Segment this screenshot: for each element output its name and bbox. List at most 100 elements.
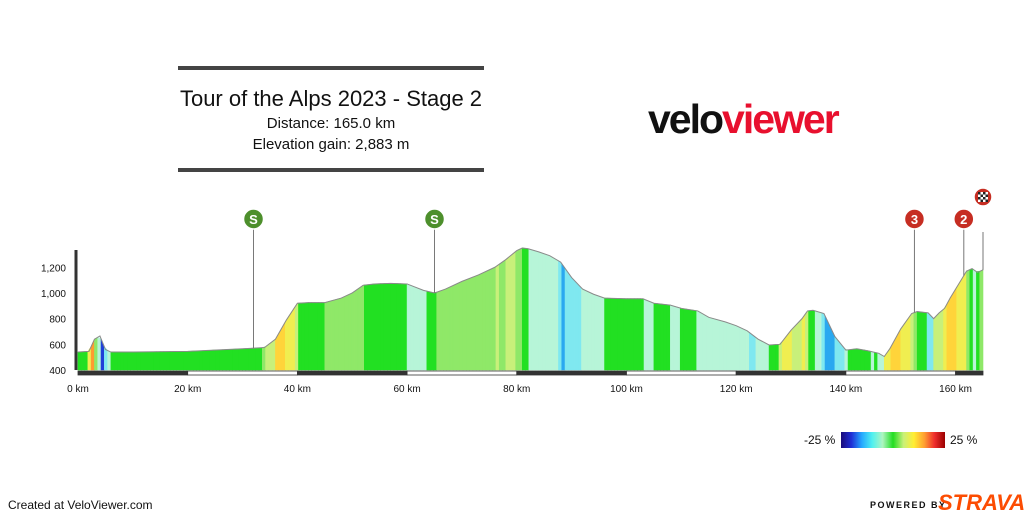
profile-segment (821, 312, 826, 371)
profile-segment (512, 250, 516, 371)
profile-segment (666, 304, 671, 371)
profile-segment (107, 350, 112, 371)
y-tick-label: 800 (49, 315, 66, 326)
profile-segment (828, 322, 832, 371)
profile-segment (755, 336, 760, 371)
profile-segment (538, 251, 543, 371)
profile-segment (156, 351, 161, 371)
profile-segment (150, 351, 154, 371)
profile-segment (202, 350, 207, 371)
profile-segment (387, 283, 391, 371)
profile-segment (110, 351, 115, 371)
profile-segment (452, 283, 457, 371)
gradient-legend: -25 % 25 % (790, 432, 980, 450)
profile-segment (656, 303, 661, 371)
profile-segment (248, 347, 253, 371)
profile-segment (396, 283, 401, 371)
profile-segment (742, 328, 747, 371)
profile-segment (791, 324, 796, 371)
profile-segment (423, 290, 428, 371)
profile-segment (285, 315, 289, 371)
x-tick-label: 140 km (829, 384, 862, 395)
profile-segment (229, 348, 233, 371)
profile-segment (153, 351, 158, 371)
profile-segment (192, 350, 197, 371)
profile-segment (650, 301, 655, 371)
profile-segment (808, 310, 813, 371)
logo-part-velo: velo (648, 96, 724, 142)
climb-marker (953, 208, 975, 230)
profile-segment (818, 311, 823, 371)
profile-segment (196, 350, 201, 371)
finish-flag-icon (978, 192, 988, 202)
profile-segment (834, 335, 839, 371)
profile-segment (785, 332, 790, 371)
profile-segment (864, 349, 869, 371)
profile-segment (436, 290, 441, 371)
profile-segment (880, 354, 885, 371)
flag-square (985, 192, 988, 195)
profile-segment (245, 348, 250, 371)
profile-segment (380, 283, 385, 371)
profile-segment (926, 312, 931, 371)
profile-segment (930, 314, 934, 371)
profile-segment (581, 287, 586, 371)
profile-segment (416, 287, 421, 371)
profile-segment (469, 276, 474, 371)
profile-segment (166, 351, 171, 371)
profile-segment (976, 271, 981, 371)
profile-segment (439, 289, 444, 371)
profile-segment (403, 283, 408, 371)
profile-segment (600, 296, 605, 371)
sprint-marker-label: S (430, 212, 439, 227)
profile-segment (933, 314, 938, 371)
flag-square (980, 197, 983, 200)
profile-segment (607, 297, 612, 371)
profile-segment (127, 351, 131, 371)
profile-segment (663, 304, 668, 371)
profile-segment (186, 350, 191, 371)
profile-segment (726, 321, 730, 371)
profile-segment (199, 350, 204, 371)
profile-segment (897, 328, 902, 371)
x-axis-band (735, 370, 847, 376)
profile-segment (758, 339, 763, 371)
profile-segment (136, 351, 141, 371)
profile-segment (801, 313, 806, 371)
profile-segment (235, 348, 240, 371)
profile-segment (314, 302, 319, 371)
strava-logo: STRAVA (938, 490, 1024, 515)
profile-segment (123, 351, 128, 371)
profile-segment (446, 286, 451, 371)
profile-segment (647, 300, 651, 371)
profile-segment (577, 283, 582, 371)
climb-marker (903, 208, 926, 230)
elevation-profile-chart: 400 600 800 1,000 1,200 0 km 20 km 40 km 60 km 80… (41, 187, 993, 395)
profile-segment (449, 285, 454, 371)
profile-segment (867, 350, 872, 371)
gradient-color-bar (841, 432, 945, 448)
profile-segment (271, 338, 276, 371)
profile-segment (265, 343, 270, 371)
profile-segment (354, 288, 359, 371)
profile-segment (722, 320, 727, 371)
profile-segment (732, 324, 737, 371)
sprint-marker-label: S (249, 212, 258, 227)
profile-segment (360, 284, 365, 371)
profile-segment (907, 314, 911, 371)
profile-segment (347, 292, 352, 371)
y-tick-label: 400 (49, 366, 66, 377)
profile-segment (729, 322, 734, 371)
profile-segment (502, 258, 507, 371)
profile-segment (689, 309, 694, 371)
profile-segment (860, 349, 865, 371)
profile-segment (939, 308, 944, 371)
profile-segment (956, 280, 961, 371)
profile-segment (94, 336, 99, 371)
profile-segment (673, 305, 678, 371)
profile-segment (472, 275, 477, 371)
profile-segment (291, 305, 296, 371)
profile-segment (268, 341, 273, 371)
profile-segment (637, 298, 642, 371)
profile-segment (528, 248, 533, 371)
